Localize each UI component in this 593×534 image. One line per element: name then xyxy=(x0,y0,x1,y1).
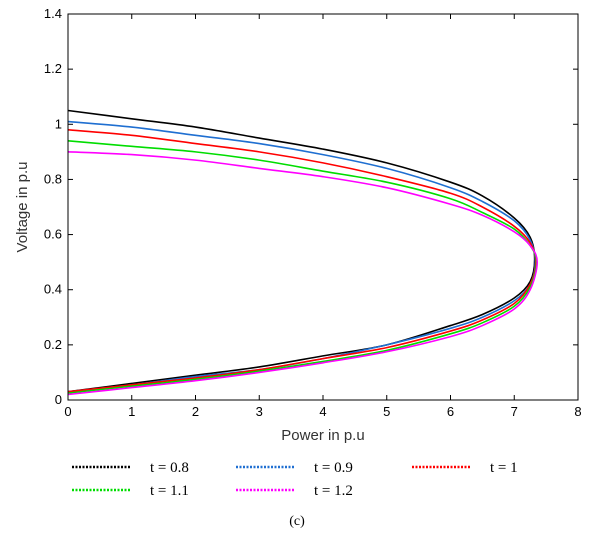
x-tick-label: 7 xyxy=(511,404,518,419)
legend-label-3: t = 1 xyxy=(490,460,518,476)
y-tick-label: 0.8 xyxy=(44,171,62,186)
x-tick-label: 5 xyxy=(383,404,390,419)
x-tick-label: 2 xyxy=(192,404,199,419)
y-tick-label: 0.6 xyxy=(44,227,62,242)
y-tick-label: 1 xyxy=(55,116,62,131)
plot-area xyxy=(68,14,578,400)
legend: t = 0.8 t = 0.9 t = 1 t = 1.1 t = 1.2 xyxy=(72,460,518,499)
y-tick-label: 1.4 xyxy=(44,6,62,21)
x-tick-label: 3 xyxy=(256,404,263,419)
x-axis-label: Power in p.u xyxy=(281,427,364,444)
legend-label-1: t = 0.8 xyxy=(150,460,189,476)
legend-label-4: t = 1.1 xyxy=(150,483,189,499)
y-tick-label: 0 xyxy=(55,392,62,407)
y-tick-label: 0.2 xyxy=(44,337,62,352)
x-tick-label: 6 xyxy=(447,404,454,419)
y-tick-label: 1.2 xyxy=(44,61,62,76)
figure-caption: (c) xyxy=(289,514,305,529)
x-tick-label: 8 xyxy=(574,404,581,419)
x-axis-ticks: 0 1 2 3 4 5 6 7 8 xyxy=(64,14,582,419)
x-tick-label: 0 xyxy=(64,404,71,419)
y-axis-label: Voltage in p.u xyxy=(14,162,31,253)
y-tick-label: 0.4 xyxy=(44,282,62,297)
series-line-5 xyxy=(67,151,539,396)
series-layer xyxy=(67,109,539,396)
legend-label-5: t = 1.2 xyxy=(314,483,353,499)
x-tick-label: 1 xyxy=(128,404,135,419)
x-tick-label: 4 xyxy=(319,404,326,419)
legend-label-2: t = 0.9 xyxy=(314,460,353,476)
y-axis-ticks: 0 0.2 0.4 0.6 0.8 1 1.2 1.4 xyxy=(44,6,578,407)
